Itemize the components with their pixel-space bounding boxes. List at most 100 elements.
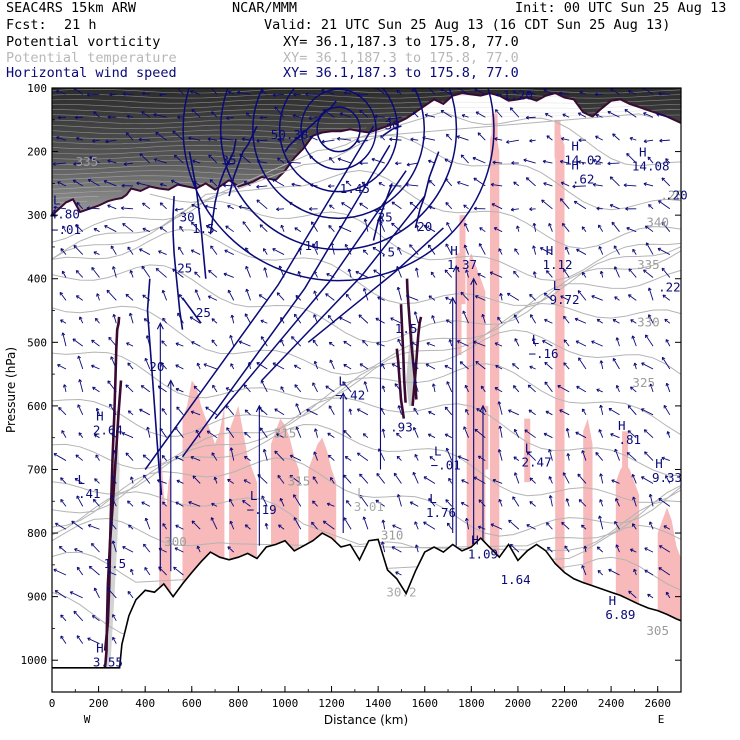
wind-vector <box>595 135 603 141</box>
wind-vector <box>94 434 100 439</box>
wind-vector-head <box>109 521 114 525</box>
wind-vector-head <box>144 517 149 522</box>
jet-core-ring-2 <box>278 88 399 193</box>
extremum-value-5: 3.55 <box>93 655 123 670</box>
wind-vector-head <box>643 182 647 187</box>
wind-vector-head <box>61 332 66 336</box>
wind-vector-head <box>406 162 410 167</box>
wind-vector <box>465 518 469 530</box>
wind-vector <box>563 315 570 324</box>
wind-vector <box>378 182 385 187</box>
wind-vector-head <box>105 139 109 144</box>
wind-vector-head <box>376 342 380 346</box>
wind-vector-head <box>645 242 650 246</box>
wind-vector <box>245 266 251 278</box>
wind-speed-contour-0 <box>146 278 163 495</box>
wind-vector <box>545 410 553 416</box>
wind-vector <box>211 111 218 118</box>
wind-vector <box>107 160 117 164</box>
wind-vector-head <box>162 317 166 322</box>
wind-vector-head <box>611 221 616 226</box>
wind-vector <box>446 381 453 393</box>
extremum-kind-11: L <box>429 491 437 506</box>
wind-vector-head <box>69 591 74 595</box>
wind-vector <box>179 225 184 232</box>
wind-vector <box>146 335 151 347</box>
wind-vector <box>444 433 452 439</box>
wind-vector <box>479 227 486 233</box>
wind-vector-head <box>529 138 533 143</box>
wind-vector-head <box>596 388 600 393</box>
wind-vector <box>446 319 452 324</box>
wind-vector <box>209 179 218 187</box>
extremum-kind-8: L <box>357 485 365 500</box>
wind-vector-head <box>607 110 611 115</box>
theta-contour <box>52 169 681 260</box>
wind-vector <box>294 384 302 393</box>
x-end-label-west: W <box>84 713 91 726</box>
wind-vector <box>627 405 637 416</box>
wind-vector <box>614 448 620 461</box>
wind-vector-head <box>380 135 384 139</box>
wind-vector <box>658 93 670 95</box>
theta-label-8: 300 <box>164 534 187 549</box>
updraft-arrow-head-0 <box>452 264 460 273</box>
wind-vector-head <box>261 495 265 499</box>
pv-strat-streak <box>52 201 87 204</box>
wind-vector <box>227 478 234 484</box>
wind-vector-head <box>343 340 347 345</box>
wind-vector <box>192 160 201 164</box>
wind-vector-head <box>211 111 215 115</box>
wind-vector <box>428 411 436 416</box>
extremum-kind-10: L <box>434 443 442 458</box>
wind-vector-head <box>599 270 604 275</box>
wind-vector-head <box>494 109 499 113</box>
wind-vector <box>472 157 486 164</box>
wind-vector-head <box>563 268 567 273</box>
wind-vector-head <box>129 568 134 573</box>
wind-vector-head <box>328 225 332 229</box>
wind-vector <box>175 456 184 461</box>
wind-vector-head <box>581 271 586 276</box>
x-tick-label: 2400 <box>598 697 625 710</box>
wind-vector-head <box>76 495 80 499</box>
isotach-slope-1 <box>181 144 391 458</box>
wind-vector <box>208 295 218 301</box>
wind-vector-head <box>191 341 195 345</box>
forecast-hours: 21 h <box>64 17 97 33</box>
wind-vector-head <box>565 427 570 432</box>
wind-vector-head <box>224 249 228 254</box>
wind-vector <box>544 361 553 370</box>
wind-vector <box>312 500 318 507</box>
wind-vector-head <box>396 432 400 437</box>
wind-vector-head <box>543 292 548 297</box>
wind-vector-head <box>327 454 332 459</box>
wind-label-1: 25 <box>177 260 192 275</box>
wind-vector <box>337 158 352 164</box>
wind-vector <box>632 474 637 484</box>
wind-vector <box>581 272 587 278</box>
wind-vector-head <box>658 91 662 96</box>
wind-vector-head <box>623 183 627 188</box>
wind-vector-head <box>211 339 215 344</box>
wind-label-8: .5 <box>380 244 395 259</box>
wind-vector-head <box>139 153 143 157</box>
wind-vector-head <box>122 92 126 97</box>
wind-vector-head <box>546 135 550 139</box>
wind-vector <box>357 139 368 143</box>
wind-vector-head <box>631 523 636 527</box>
wind-vector-head <box>512 90 516 94</box>
wind-vector-head <box>512 385 517 389</box>
wind-vector <box>491 183 503 187</box>
field-name-theta: Potential temperature <box>6 50 177 66</box>
wind-vector <box>280 224 285 232</box>
wind-vector-head <box>643 429 648 433</box>
wind-vector <box>362 340 369 347</box>
axes-layer: 0 200 400 600 800 1000 1200 1400 1600 1800 2000 220… <box>21 82 682 726</box>
wind-vector <box>191 520 201 530</box>
pink-streak-1 <box>459 215 466 305</box>
wind-vector <box>95 454 100 461</box>
wind-vector <box>86 207 100 210</box>
wind-vector <box>142 228 151 233</box>
wind-vector-head <box>645 334 649 338</box>
